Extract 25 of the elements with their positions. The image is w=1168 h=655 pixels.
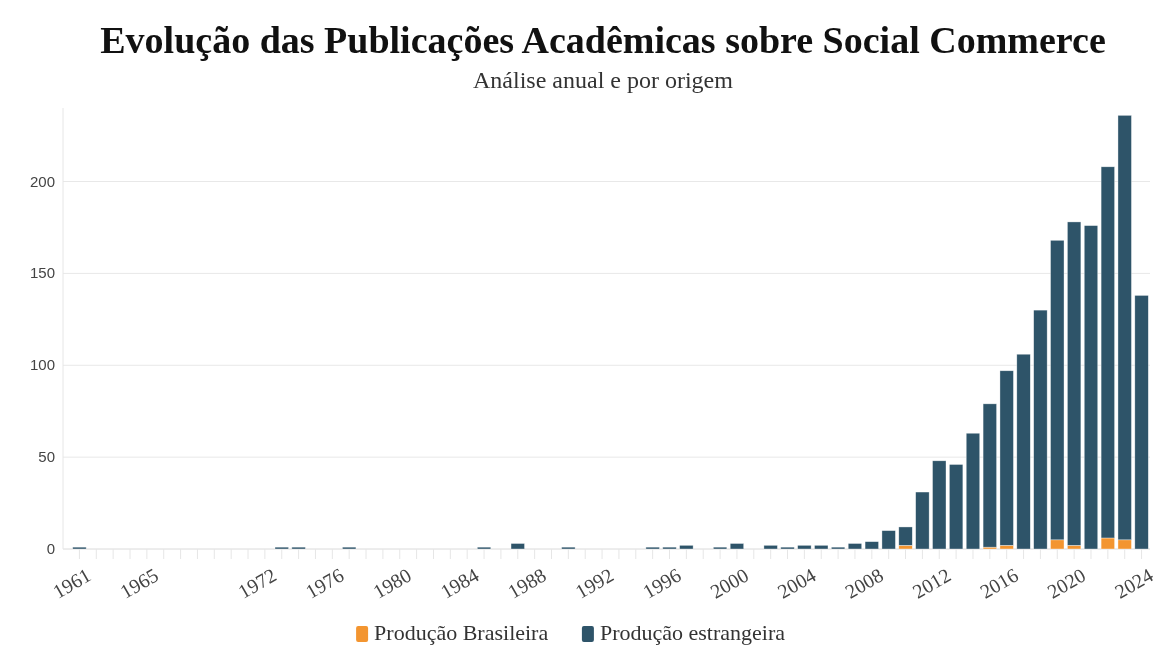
x-tick-label: 2024 xyxy=(1111,563,1157,603)
legend-label: Produção Brasileira xyxy=(374,620,549,645)
x-tick-label: 1996 xyxy=(638,563,685,603)
x-tick-label: 1961 xyxy=(48,563,95,603)
x-tick-label: 2012 xyxy=(908,563,955,603)
x-tick-label: 2016 xyxy=(976,563,1022,603)
y-tick-label: 200 xyxy=(29,172,55,190)
x-tick-label: 1976 xyxy=(301,563,348,603)
y-tick-label: 150 xyxy=(29,264,55,282)
x-tick-label: 2008 xyxy=(841,563,887,603)
x-tick-label: 1992 xyxy=(571,563,618,603)
chart-subtitle: Análise anual e por origem xyxy=(473,67,734,93)
x-tick-label: 1984 xyxy=(436,563,483,603)
y-tick-label: 0 xyxy=(46,540,55,557)
chart-title: Evolução das Publicações Acadêmicas sobre Social Commerce xyxy=(100,19,1106,61)
x-tick-label: 1980 xyxy=(369,563,415,603)
x-tick-label: 1965 xyxy=(116,563,162,603)
x-tick-label: 1972 xyxy=(234,563,280,603)
y-tick-label: 100 xyxy=(29,356,55,374)
x-tick-label: 2004 xyxy=(773,563,820,603)
x-tick-label: 1988 xyxy=(504,563,550,603)
y-tick-label: 50 xyxy=(38,448,55,466)
legend-label: Produção estrangeira xyxy=(599,620,786,645)
x-tick-label: 2020 xyxy=(1043,563,1090,603)
x-tick-label: 2000 xyxy=(706,563,753,603)
